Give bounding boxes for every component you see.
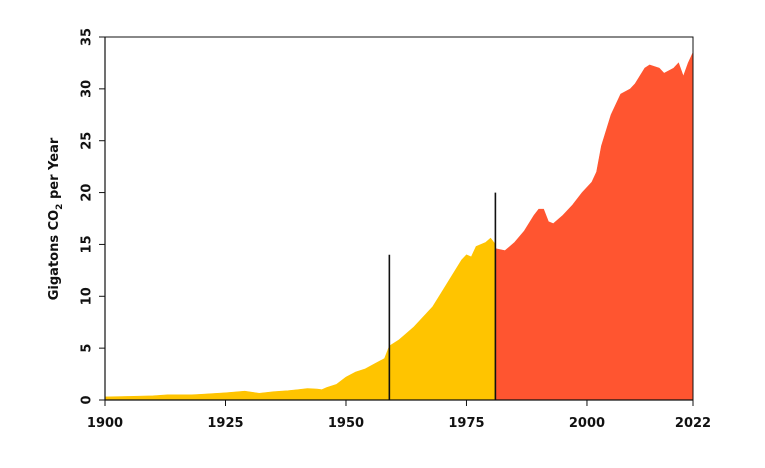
x-tick-label-1900: 1900 bbox=[87, 416, 123, 431]
y-tick-label-25: 25 bbox=[80, 132, 95, 150]
y-tick-label-35: 35 bbox=[80, 28, 95, 46]
y-tick-label-15: 15 bbox=[80, 235, 95, 253]
x-tick-label-1950: 1950 bbox=[328, 416, 364, 431]
y-tick-label-20: 20 bbox=[80, 184, 95, 202]
area-series-2 bbox=[389, 237, 496, 401]
y-tick-label-30: 30 bbox=[80, 80, 95, 98]
area-series-3 bbox=[495, 52, 694, 401]
area-series-1 bbox=[104, 345, 390, 401]
y-tick-label-5: 5 bbox=[80, 344, 95, 353]
x-tick-label-2022: 2022 bbox=[675, 416, 711, 431]
y-tick-label-10: 10 bbox=[80, 287, 95, 305]
x-tick-label-1925: 1925 bbox=[207, 416, 243, 431]
x-tick-label-2000: 2000 bbox=[569, 416, 605, 431]
y-tick-label-0: 0 bbox=[80, 395, 95, 404]
x-tick-label-1975: 1975 bbox=[448, 416, 484, 431]
y-axis-title: Gigatons CO2 per Year bbox=[47, 137, 65, 300]
